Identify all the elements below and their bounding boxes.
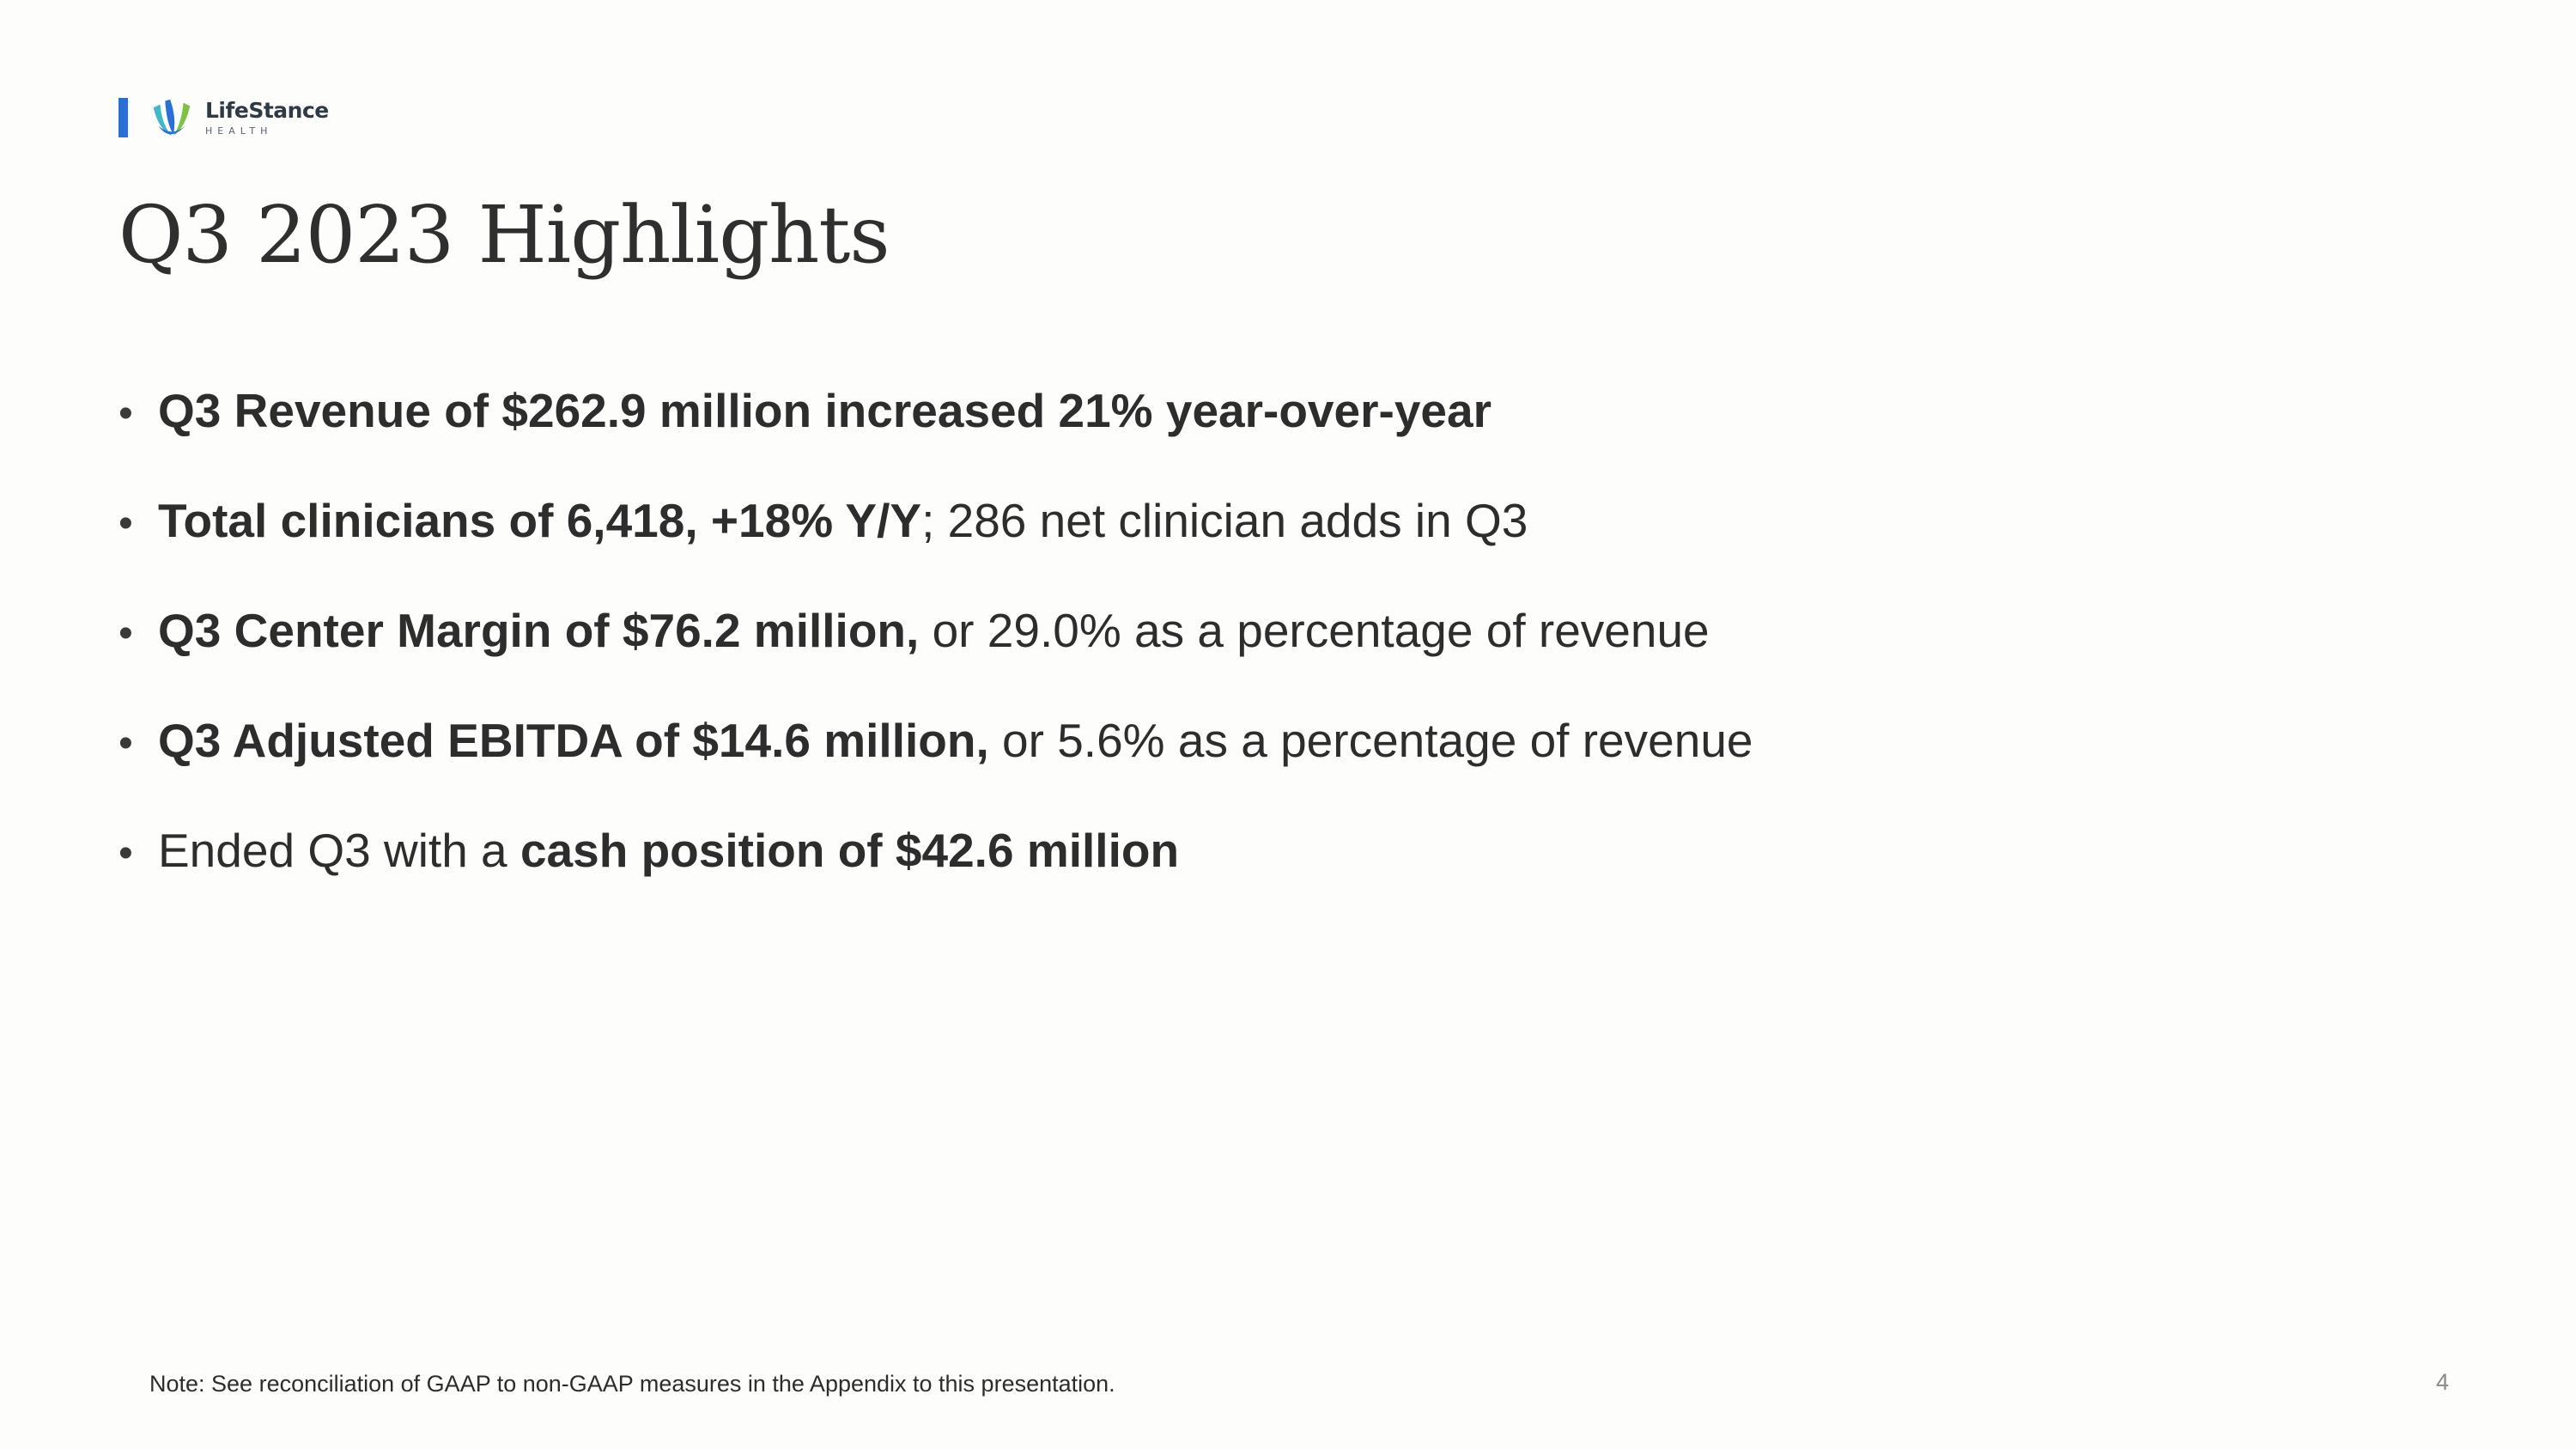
highlight-center-margin: • Q3 Center Margin of $76.2 million, or … (118, 598, 1753, 708)
highlight-adjusted-ebitda: • Q3 Adjusted EBITDA of $14.6 million, o… (118, 708, 1753, 818)
lifestance-leaf-icon (153, 99, 191, 137)
footnote: Note: See reconciliation of GAAP to non-… (149, 1371, 1115, 1397)
company-logo: LifeStance HEALTH (118, 93, 329, 143)
page-number: 4 (2435, 1369, 2449, 1395)
highlight-text: or 29.0% as a percentage of revenue (919, 604, 1710, 657)
bullet-icon: • (118, 501, 133, 546)
highlight-cash-position: • Ended Q3 with a cash position of $42.6… (118, 818, 1753, 928)
highlight-text: or 5.6% as a percentage of revenue (988, 714, 1753, 767)
bullet-icon: • (118, 721, 133, 766)
highlight-bold-text: Q3 Adjusted EBITDA of $14.6 million, (158, 714, 989, 767)
logo-name: LifeStance (205, 98, 329, 123)
bullet-icon: • (118, 611, 133, 656)
bullet-icon: • (118, 391, 133, 436)
highlight-bold-text: Total clinicians of 6,418, +18% Y/Y (158, 494, 922, 547)
highlight-revenue: • Q3 Revenue of $262.9 million increased… (118, 378, 1753, 488)
highlights-list: • Q3 Revenue of $262.9 million increased… (118, 378, 1753, 928)
highlight-text: ; 286 net clinician adds in Q3 (921, 494, 1528, 547)
bullet-icon: • (118, 831, 133, 876)
highlight-bold-text: Q3 Revenue of $262.9 million increased 2… (158, 384, 1492, 437)
highlight-text: Ended Q3 with a (158, 824, 520, 877)
logo-accent-bar (118, 98, 128, 137)
highlight-bold-text: cash position of $42.6 million (519, 824, 1180, 877)
slide-title: Q3 2023 Highlights (118, 189, 890, 281)
highlight-clinicians: • Total clinicians of 6,418, +18% Y/Y; 2… (118, 488, 1753, 598)
logo-subtitle: HEALTH (205, 125, 273, 137)
highlight-bold-text: Q3 Center Margin of $76.2 million, (158, 604, 920, 657)
